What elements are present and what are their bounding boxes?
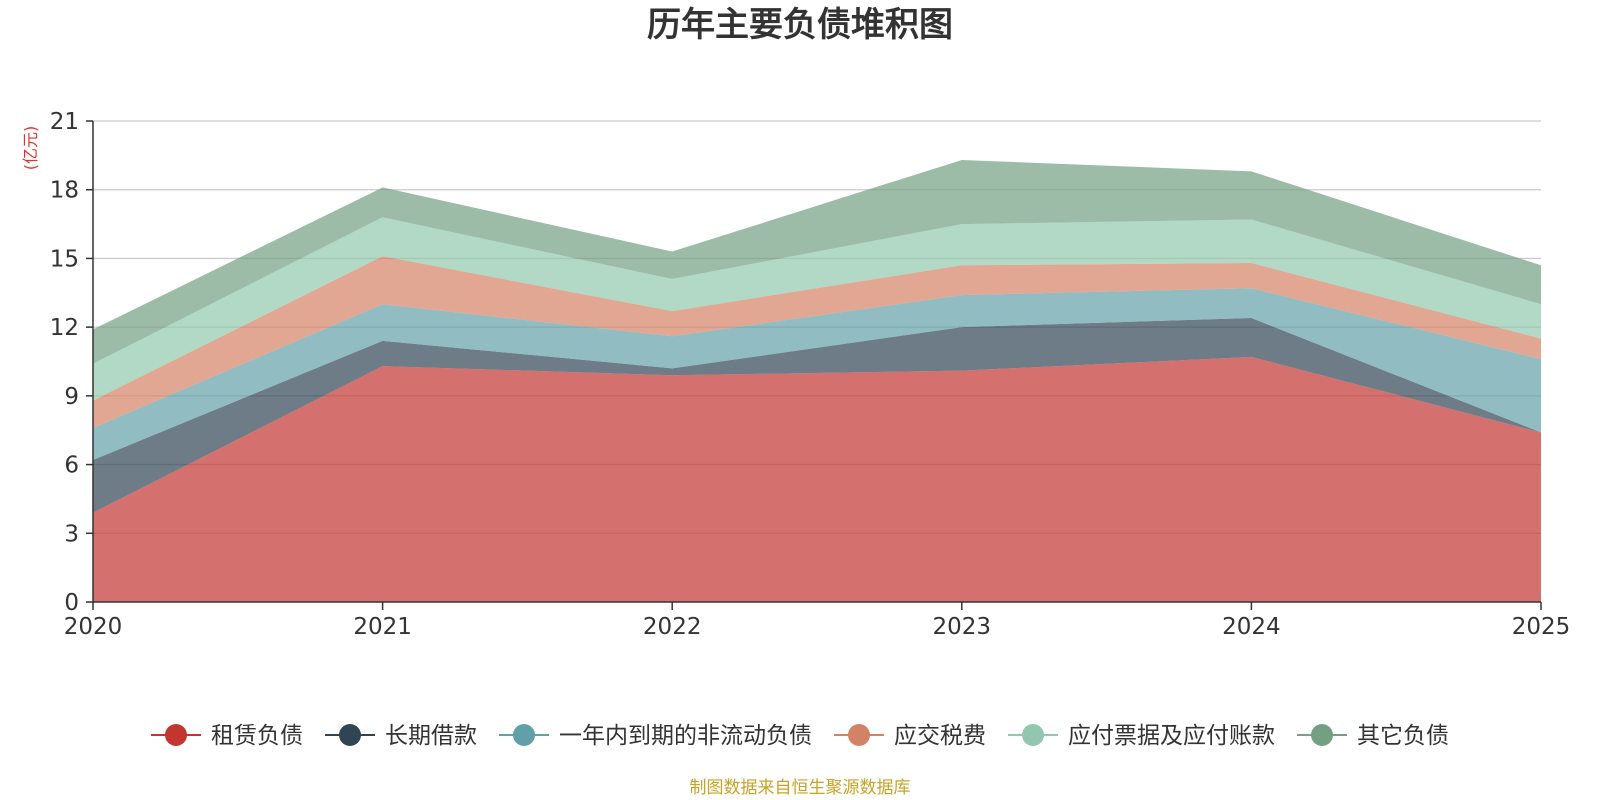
area-series-5 <box>93 217 1541 401</box>
chart-title: 历年主要负债堆积图 <box>647 5 953 45</box>
legend-item-6[interactable]: 其它负债 <box>1297 723 1449 749</box>
legend-marker <box>1311 724 1333 746</box>
legend-item-1[interactable]: 租赁负债 <box>151 723 303 749</box>
y-tick-label: 21 <box>50 109 79 135</box>
y-tick-label: 3 <box>64 521 79 547</box>
y-axis-unit-label: (亿元) <box>21 126 40 171</box>
legend-marker <box>339 724 361 746</box>
area-series-3 <box>93 288 1541 460</box>
source-note: 制图数据来自恒生聚源数据库 <box>690 778 911 798</box>
area-series-2 <box>93 317 1541 513</box>
legend-item-4[interactable]: 应交税费 <box>834 723 986 749</box>
x-tick-label: 2021 <box>353 614 412 640</box>
legend-item-2[interactable]: 长期借款 <box>325 723 477 749</box>
x-tick-label: 2022 <box>643 614 702 640</box>
y-tick-label: 12 <box>50 315 79 341</box>
y-tick-label: 9 <box>64 384 79 410</box>
area-series-6 <box>93 159 1541 364</box>
x-tick-label: 2020 <box>64 614 123 640</box>
y-tick-label: 6 <box>64 453 79 479</box>
axes: 0 3 6 9 12 15 18 21 2020 2021 2022 2023 2024 2025 <box>50 109 1571 640</box>
legend-marker <box>848 724 870 746</box>
legend-marker <box>1022 724 1044 746</box>
x-tick-label: 2023 <box>933 614 992 640</box>
x-tick-label: 2024 <box>1222 614 1281 640</box>
legend-item-3[interactable]: 一年内到期的非流动负债 <box>499 723 812 749</box>
area-series-4 <box>93 256 1541 428</box>
area-series-layer <box>93 159 1541 602</box>
area-series-1 <box>93 356 1541 602</box>
legend-item-5[interactable]: 应付票据及应付账款 <box>1008 723 1275 749</box>
legend-items: 租赁负债 长期借款 一年内到期的非流动负债 应交税费 应付票据及应付账款 其它负债 <box>151 723 1449 749</box>
legend-label: 租赁负债 <box>211 723 303 749</box>
legend[interactable]: 租赁负债 长期借款 一年内到期的非流动负债 应交税费 应付票据及应付账款 其它负债 <box>151 723 1449 749</box>
legend-marker <box>513 724 535 746</box>
y-tick-label: 0 <box>64 590 79 616</box>
y-tick-label: 18 <box>50 178 79 204</box>
y-tick-label: 15 <box>50 246 79 272</box>
legend-label: 应付票据及应付账款 <box>1068 723 1275 749</box>
legend-marker <box>165 724 187 746</box>
legend-label: 长期借款 <box>385 723 477 749</box>
x-tick-label: 2025 <box>1512 614 1571 640</box>
legend-label: 应交税费 <box>894 723 986 749</box>
legend-label: 其它负债 <box>1357 723 1449 749</box>
legend-label: 一年内到期的非流动负债 <box>559 723 812 749</box>
